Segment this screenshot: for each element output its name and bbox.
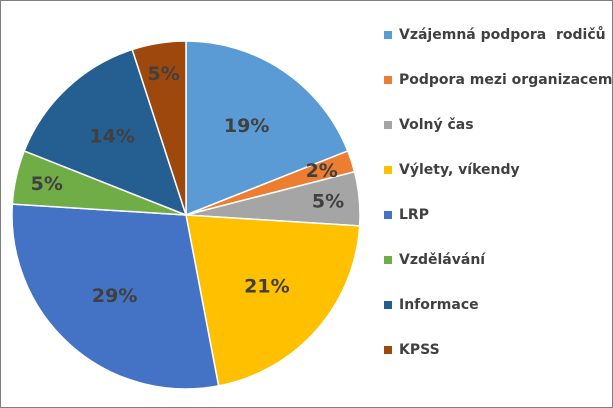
- legend-label: Informace: [399, 297, 479, 313]
- legend-label: Výlety, víkendy: [399, 162, 520, 178]
- legend-label: KPSS: [399, 342, 440, 358]
- data-label-5: 5%: [31, 173, 63, 195]
- pie-slice-7: [131, 40, 187, 216]
- legend-item-lrp: LRP: [384, 205, 429, 225]
- legend-item-informace: Informace: [384, 295, 479, 315]
- legend-label: Vzájemná podpora rodičů: [399, 27, 606, 43]
- legend-swatch: [384, 301, 392, 309]
- legend-item-kpss: KPSS: [384, 340, 440, 360]
- legend-item-podpora-mezi-organizacemi: Podpora mezi organizacemi: [384, 70, 613, 90]
- data-label-4: 29%: [92, 285, 137, 307]
- legend-swatch: [384, 346, 392, 354]
- data-label-7: 5%: [148, 63, 180, 85]
- legend-item-vzdelavani: Vzdělávání: [384, 250, 485, 270]
- data-label-3: 21%: [244, 275, 289, 297]
- data-label-0: 19%: [224, 115, 269, 137]
- legend-swatch: [384, 31, 392, 39]
- data-label-1: 2%: [306, 160, 338, 182]
- legend-swatch: [384, 256, 392, 264]
- legend-label: Volný čas: [399, 117, 474, 133]
- legend-label: Vzdělávání: [399, 252, 486, 268]
- legend-swatch: [384, 166, 392, 174]
- legend-item-vylety-vikendy: Výlety, víkendy: [384, 160, 520, 180]
- legend-item-vzajemna-podpora: Vzájemná podpora rodičů: [384, 25, 606, 45]
- pie-slice-3: [185, 214, 361, 387]
- legend-swatch: [384, 211, 392, 219]
- pie-slice-4: [11, 203, 220, 390]
- legend-swatch: [384, 121, 392, 129]
- legend-label: LRP: [399, 207, 429, 223]
- data-label-6: 14%: [89, 125, 134, 147]
- legend-swatch: [384, 76, 392, 84]
- legend-item-volny-cas: Volný čas: [384, 115, 474, 135]
- pie-slice-0: [185, 40, 349, 217]
- legend-label: Podpora mezi organizacemi: [399, 72, 613, 88]
- data-label-2: 5%: [312, 191, 344, 213]
